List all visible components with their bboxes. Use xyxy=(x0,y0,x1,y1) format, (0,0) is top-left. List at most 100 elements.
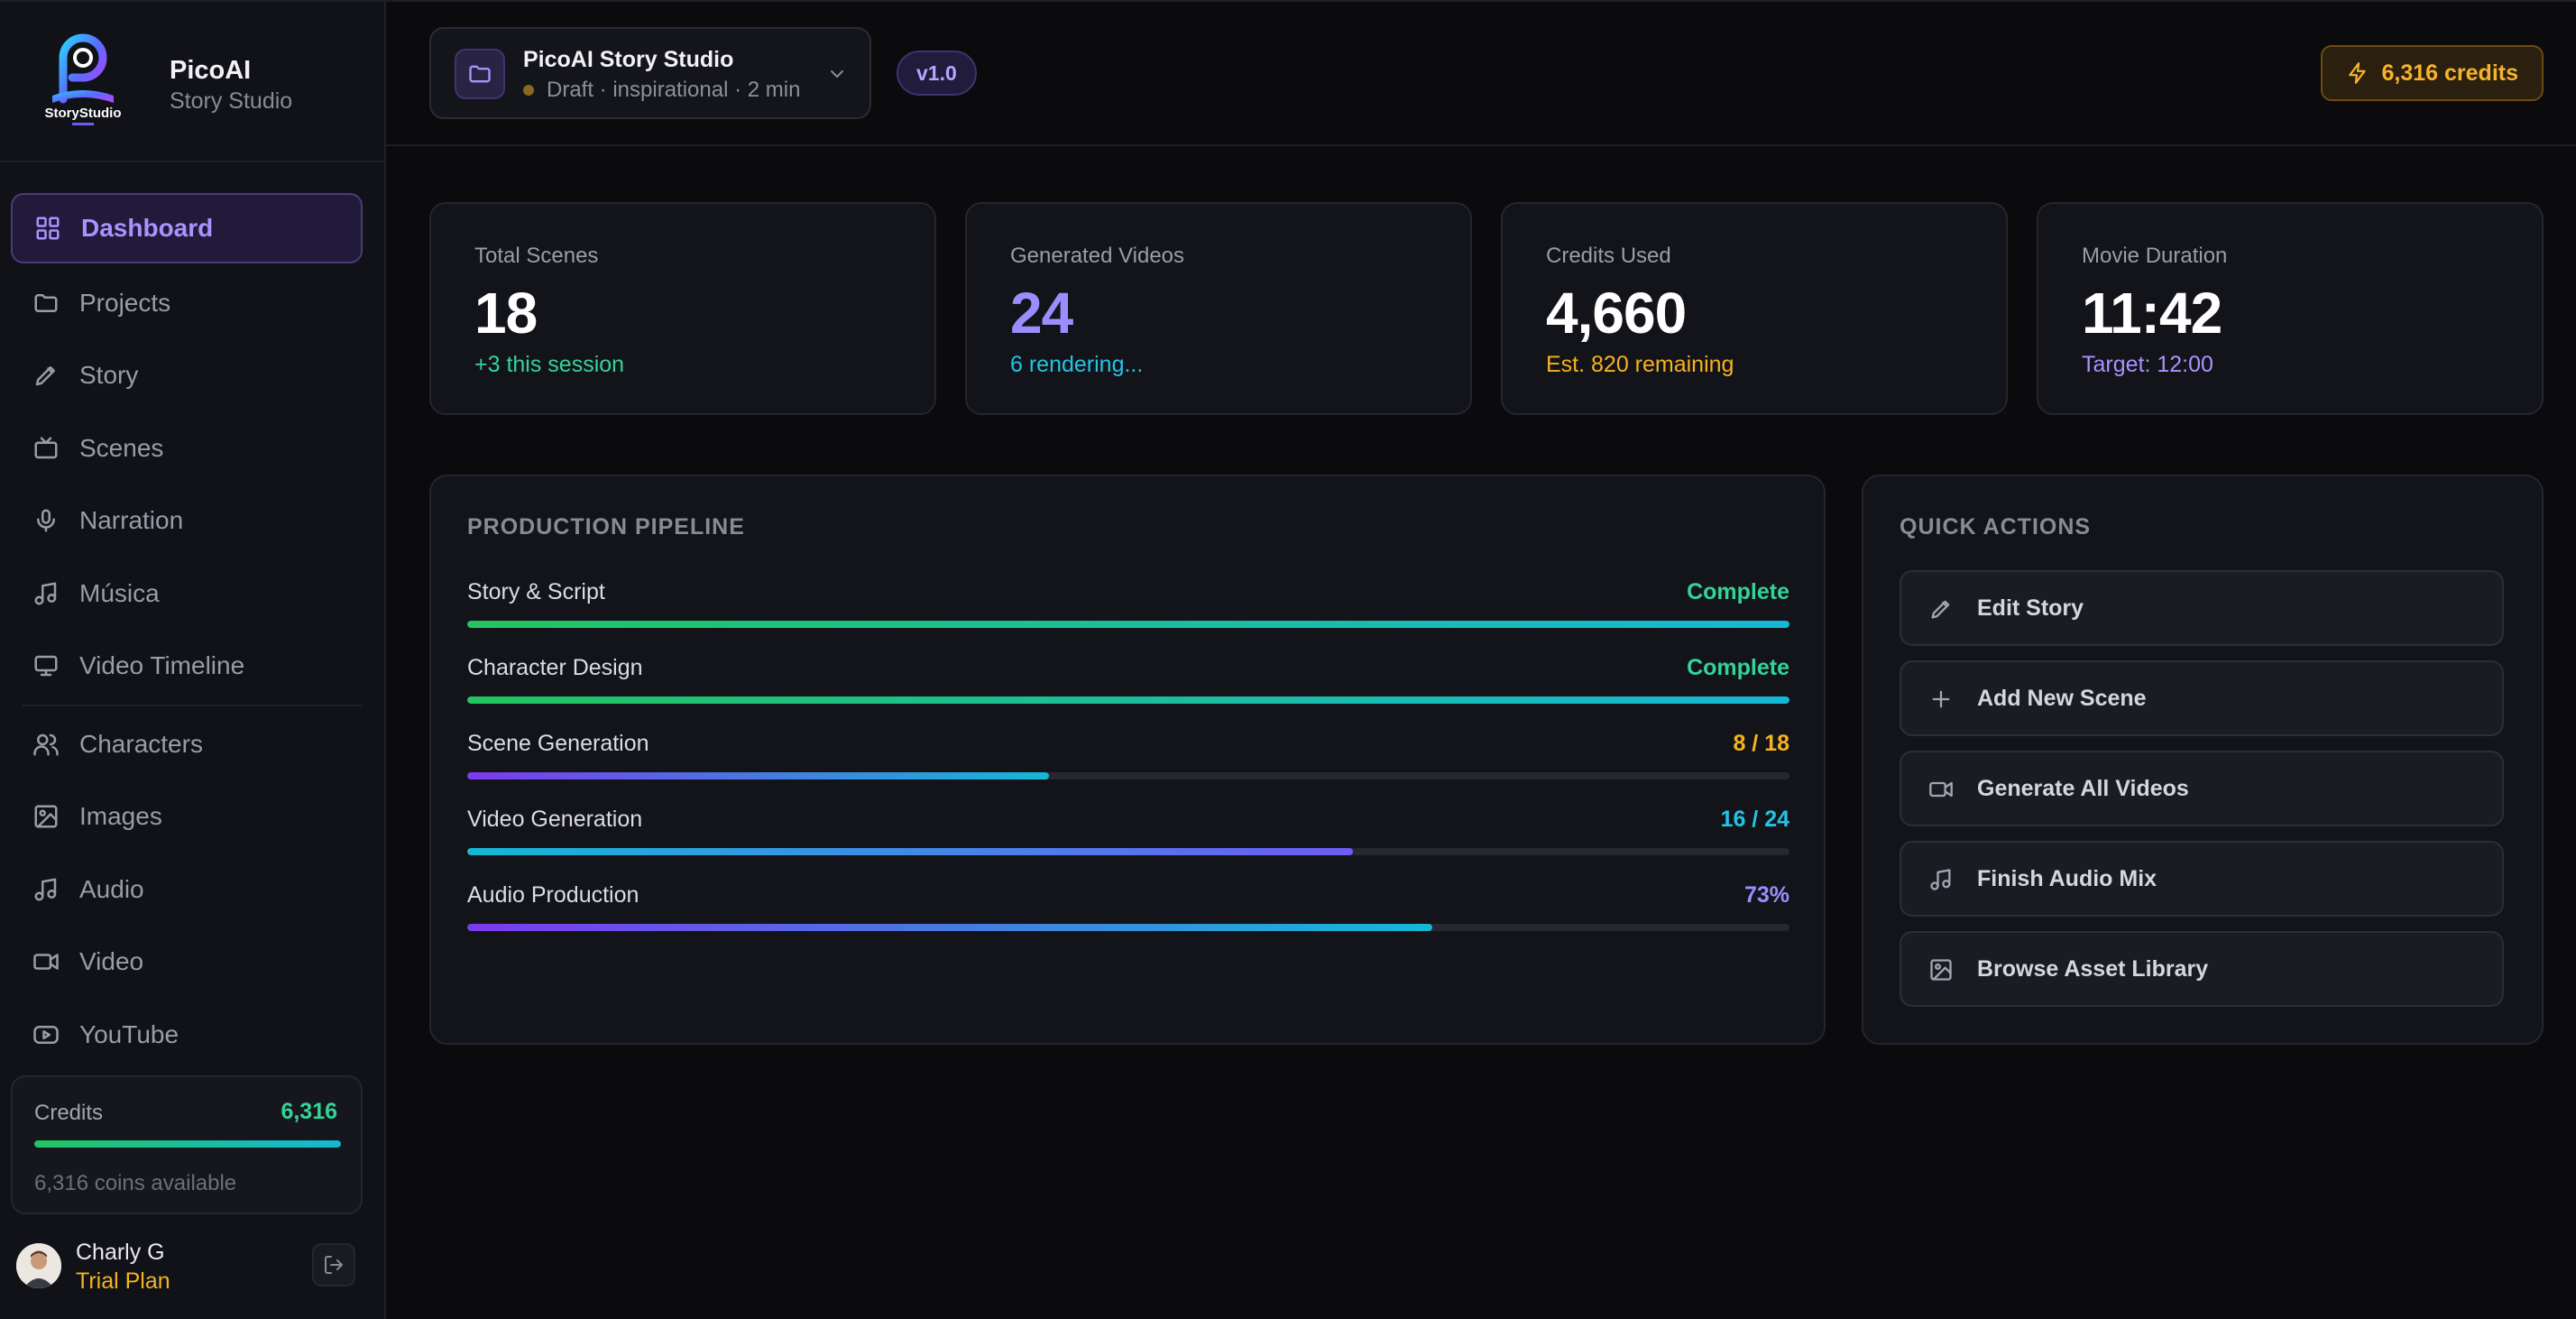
stat-value: 18 xyxy=(474,281,538,346)
avatar[interactable] xyxy=(16,1243,61,1288)
credits-progress-fill xyxy=(34,1140,341,1148)
stat-card-credits-used: Credits Used 4,660 Est. 820 remaining xyxy=(1501,202,2008,415)
users-icon xyxy=(32,731,60,758)
sidebar-item-label: Narration xyxy=(79,506,184,534)
video-icon xyxy=(1928,777,1954,802)
stat-note: +3 this session xyxy=(474,352,625,377)
sidebar-item-projects[interactable]: Projects xyxy=(11,268,363,338)
header-credits-button[interactable]: 6,316 credits xyxy=(2320,45,2544,101)
image-icon xyxy=(1928,957,1954,982)
sidebar-item-label: Dashboard xyxy=(81,214,214,242)
sidebar-item-label: YouTube xyxy=(79,1020,179,1048)
stat-value: 4,660 xyxy=(1546,281,1687,346)
stat-note: Est. 820 remaining xyxy=(1546,352,1734,377)
stat-label: Movie Duration xyxy=(2082,244,2228,268)
stat-card-movie-duration: Movie Duration 11:42 Target: 12:00 xyxy=(2037,202,2544,415)
stat-value: 24 xyxy=(1010,281,1073,346)
pipeline-progress-bar xyxy=(467,772,1789,779)
logout-button[interactable] xyxy=(312,1243,355,1287)
logout-icon xyxy=(323,1254,345,1276)
mic-icon xyxy=(32,507,60,534)
sidebar-credits-card: Credits 6,316 6,316 coins available xyxy=(11,1075,363,1214)
pipeline-progress-fill xyxy=(467,848,1354,855)
plus-icon xyxy=(1928,687,1954,712)
project-meta: Draft · inspirational · 2 min xyxy=(523,78,800,103)
pipeline-row-character-design: Character Design Complete xyxy=(467,655,1789,709)
folder-icon xyxy=(455,49,505,99)
pipeline-progress-bar xyxy=(467,696,1789,704)
pipeline-status: Complete xyxy=(1687,579,1789,604)
button-label: Edit Story xyxy=(1977,595,2084,621)
pipeline-row-story-script: Story & Script Complete xyxy=(467,579,1789,633)
sidebar-item-youtube[interactable]: YouTube xyxy=(11,1000,363,1070)
music-icon xyxy=(32,876,60,903)
sidebar-item-video[interactable]: Video xyxy=(11,927,363,997)
sidebar-item-scenes[interactable]: Scenes xyxy=(11,413,363,484)
pipeline-row-scene-generation: Scene Generation 8 / 18 xyxy=(467,731,1789,785)
sidebar-item-characters[interactable]: Characters xyxy=(11,709,363,779)
sidebar-item-label: Video Timeline xyxy=(79,651,245,679)
project-title: PicoAI Story Studio xyxy=(523,47,734,72)
user-name: Charly G xyxy=(76,1240,165,1265)
credits-value: 6,316 xyxy=(281,1099,337,1124)
browse-asset-library-button[interactable]: Browse Asset Library xyxy=(1900,931,2504,1007)
top-header: PicoAI Story Studio Draft · inspirationa… xyxy=(386,0,2576,146)
project-selector[interactable]: PicoAI Story Studio Draft · inspirationa… xyxy=(429,27,871,119)
brand-logo[interactable]: StoryStudio xyxy=(36,32,130,132)
stat-label: Credits Used xyxy=(1546,244,1671,268)
pipeline-label: Video Generation xyxy=(467,807,643,832)
pipeline-progress-fill xyxy=(467,696,1789,704)
pipeline-row-audio-production: Audio Production 73% xyxy=(467,882,1789,936)
pipeline-progress-fill xyxy=(467,924,1433,931)
pipeline-label: Character Design xyxy=(467,655,643,680)
stat-label: Generated Videos xyxy=(1010,244,1185,268)
chevron-down-icon xyxy=(826,63,848,85)
button-label: Finish Audio Mix xyxy=(1977,866,2157,891)
credits-progress-bar xyxy=(34,1140,341,1148)
tv-icon xyxy=(32,435,60,462)
credits-note: 6,316 coins available xyxy=(34,1171,237,1195)
sidebar-item-story[interactable]: Story xyxy=(11,340,363,410)
button-label: Generate All Videos xyxy=(1977,776,2189,801)
sidebar-item-label: Música xyxy=(79,579,160,607)
sidebar-item-musica[interactable]: Música xyxy=(11,558,363,629)
stat-note: 6 rendering... xyxy=(1010,352,1144,377)
youtube-icon xyxy=(32,1021,60,1048)
pipeline-row-video-generation: Video Generation 16 / 24 xyxy=(467,807,1789,861)
sidebar-divider xyxy=(22,705,363,706)
user-profile: Charly G Trial Plan xyxy=(16,1238,368,1306)
video-icon xyxy=(32,948,60,975)
lightning-icon xyxy=(2346,61,2369,85)
sidebar-item-label: Audio xyxy=(79,875,144,903)
pipeline-progress-fill xyxy=(467,621,1789,628)
pipeline-progress-bar xyxy=(467,621,1789,628)
version-badge: v1.0 xyxy=(897,51,977,96)
production-pipeline-panel: PRODUCTION PIPELINE Story & Script Compl… xyxy=(429,475,1826,1045)
brand-name: PicoAI xyxy=(170,56,252,85)
generate-all-videos-button[interactable]: Generate All Videos xyxy=(1900,751,2504,826)
sidebar-item-label: Video xyxy=(79,947,144,975)
stat-card-generated-videos: Generated Videos 24 6 rendering... xyxy=(965,202,1472,415)
brand: StoryStudio PicoAI Story Studio xyxy=(0,2,384,162)
sidebar-item-video-timeline[interactable]: Video Timeline xyxy=(11,631,363,701)
sidebar-item-images[interactable]: Images xyxy=(11,781,363,852)
sidebar-item-narration[interactable]: Narration xyxy=(11,485,363,556)
panel-title: QUICK ACTIONS xyxy=(1900,514,2092,540)
stat-note: Target: 12:00 xyxy=(2082,352,2213,377)
finish-audio-mix-button[interactable]: Finish Audio Mix xyxy=(1900,841,2504,917)
folder-icon xyxy=(32,290,60,317)
edit-story-button[interactable]: Edit Story xyxy=(1900,570,2504,646)
sidebar-item-dashboard[interactable]: Dashboard xyxy=(11,193,363,263)
user-plan: Trial Plan xyxy=(76,1268,170,1294)
sidebar-item-audio[interactable]: Audio xyxy=(11,854,363,925)
header-credits-label: 6,316 credits xyxy=(2381,60,2519,86)
pipeline-progress-bar xyxy=(467,848,1789,855)
brand-logo-text: StoryStudio xyxy=(45,106,122,121)
sidebar-item-label: Story xyxy=(79,361,139,389)
stat-label: Total Scenes xyxy=(474,244,599,268)
status-dot xyxy=(523,85,534,96)
pipeline-status: 16 / 24 xyxy=(1720,807,1789,832)
project-meta-text: Draft · inspirational · 2 min xyxy=(547,78,801,102)
add-new-scene-button[interactable]: Add New Scene xyxy=(1900,660,2504,736)
pipeline-label: Story & Script xyxy=(467,579,605,604)
